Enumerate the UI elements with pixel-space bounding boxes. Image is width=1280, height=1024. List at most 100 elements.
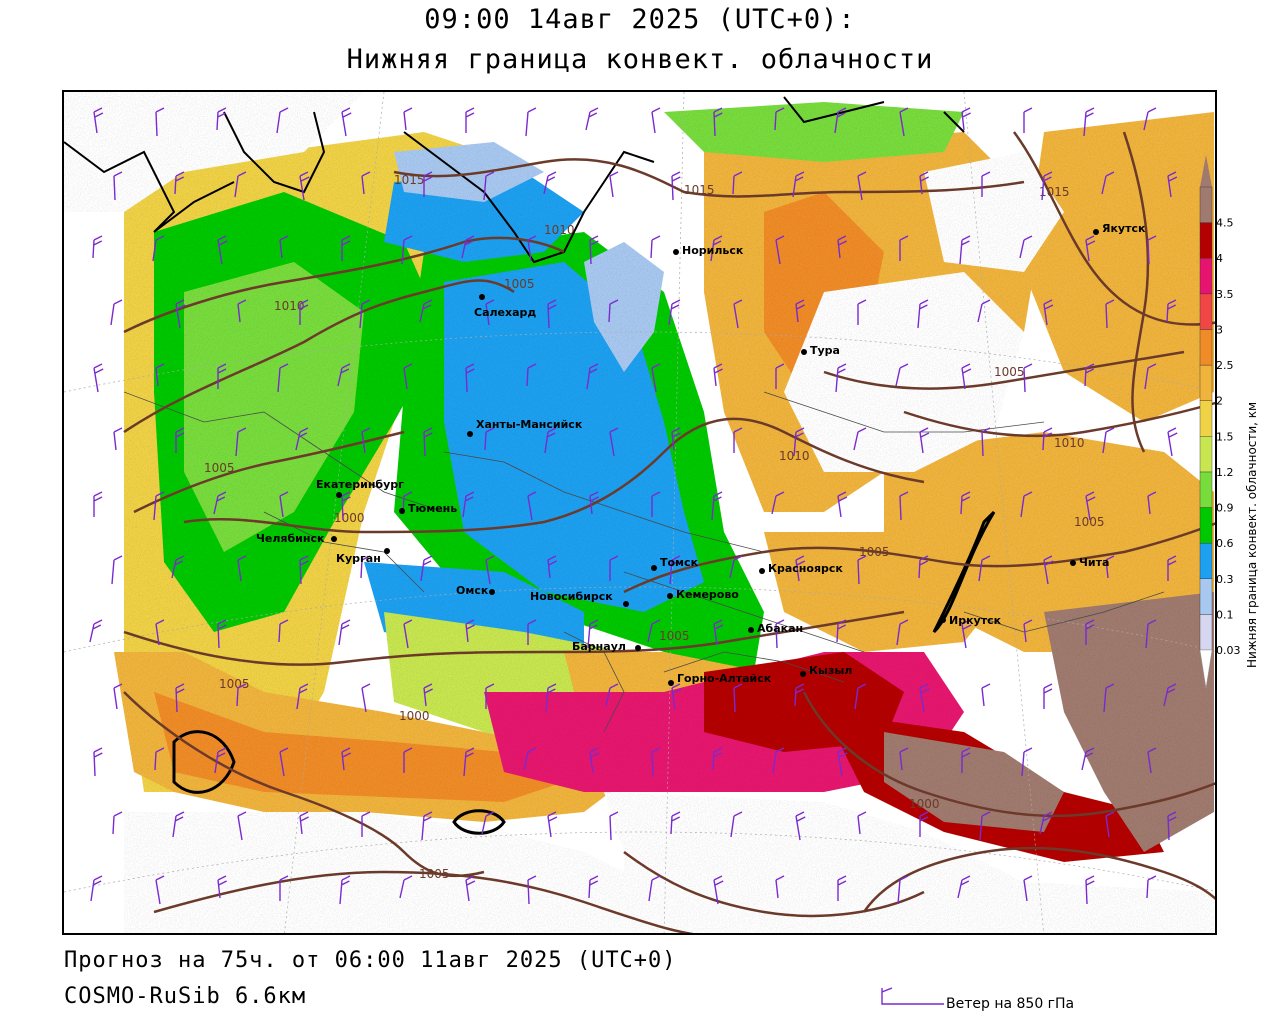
legend-colorbar xyxy=(1199,155,1213,689)
legend-swatch xyxy=(1199,542,1213,579)
wind-barb xyxy=(217,619,227,649)
wind-barb xyxy=(957,875,971,899)
wind-barb xyxy=(341,747,351,771)
svg-text:Омск: Омск xyxy=(456,584,489,597)
wind-barb xyxy=(155,363,165,387)
city-yakutsk: Якутск xyxy=(1093,222,1146,235)
legend-swatch xyxy=(1199,364,1213,401)
wind-legend: Ветер на 850 гПа xyxy=(878,986,1158,1016)
wind-barb xyxy=(1167,171,1178,198)
legend-arrow-top xyxy=(1200,155,1212,187)
isobar-label: 1010 xyxy=(544,223,575,237)
wind-barb xyxy=(1019,235,1033,259)
wind-barb xyxy=(961,747,971,773)
wind-barb xyxy=(523,747,537,771)
city-tura: Тура xyxy=(801,344,840,357)
wind-barb xyxy=(1020,491,1033,518)
wind-barb xyxy=(979,811,991,841)
city-novosibirsk: Новосибирск xyxy=(530,590,629,607)
wind-barb xyxy=(795,811,806,841)
wind-barb xyxy=(713,875,724,905)
wind-barb xyxy=(403,363,413,390)
wind-barb xyxy=(1083,107,1095,137)
wind-barb xyxy=(111,555,123,585)
wind-barb xyxy=(1147,747,1157,774)
wind-barb xyxy=(857,299,867,325)
wind-barb xyxy=(732,171,743,195)
city-khanty-mansiysk: Ханты-Мансийск xyxy=(467,418,583,437)
wind-barb xyxy=(93,491,103,517)
city-kemerovo: Кемерово xyxy=(667,588,739,601)
wind-barb xyxy=(155,875,165,905)
wind-barb xyxy=(547,555,557,579)
legend-swatch xyxy=(1199,614,1213,651)
wind-barb xyxy=(93,107,104,134)
city-omsk: Омск xyxy=(456,584,495,597)
wind-barb xyxy=(899,747,909,771)
model-name: COSMO-RuSib 6.6км xyxy=(64,984,307,1009)
wind-barb xyxy=(337,363,351,387)
wind-barb xyxy=(547,811,558,838)
svg-text:Кызыл: Кызыл xyxy=(809,664,852,677)
wind-barb xyxy=(837,875,847,901)
wind-barb xyxy=(296,683,309,710)
wind-barb xyxy=(895,363,909,387)
wind-barb xyxy=(671,683,682,710)
wind-barb xyxy=(214,747,227,774)
wind-barb xyxy=(647,619,661,643)
wind-barb xyxy=(897,875,909,905)
wind-barb xyxy=(978,555,991,582)
wind-barb xyxy=(733,683,743,713)
wind-barb xyxy=(1101,171,1115,195)
wind-barb xyxy=(793,427,805,457)
wind-barb xyxy=(729,555,743,579)
wind-barb xyxy=(217,235,228,265)
wind-barb xyxy=(733,299,743,329)
wind-barb xyxy=(90,875,103,902)
wind-barb xyxy=(279,875,289,901)
isobar-label: 1005 xyxy=(219,677,250,691)
wind-barb xyxy=(981,427,991,457)
wind-barb xyxy=(981,171,991,197)
wind-barb xyxy=(1039,811,1053,835)
wind-barb xyxy=(918,555,929,579)
wind-barb xyxy=(237,811,247,841)
forecast-map[interactable]: 1015 1010 1015 1005 1015 1005 1010 1010 … xyxy=(62,90,1217,935)
wind-barb xyxy=(237,299,247,323)
wind-barb xyxy=(399,875,413,899)
wind-barb xyxy=(775,235,785,265)
wind-barb xyxy=(113,171,123,201)
wind-barb xyxy=(93,363,104,393)
wind-barb xyxy=(1043,299,1054,326)
wind-barb xyxy=(919,427,930,454)
wind-barb xyxy=(1041,171,1053,201)
wind-barb xyxy=(1105,299,1115,329)
wind-barb xyxy=(586,363,599,390)
wind-barb xyxy=(545,683,557,713)
wind-barb xyxy=(113,427,123,451)
wind-legend-label: Ветер на 850 гПа xyxy=(946,996,1075,1012)
wind-barb xyxy=(1081,747,1095,771)
legend-value: 3 xyxy=(1216,323,1223,336)
legend-swatch xyxy=(1199,436,1213,473)
wind-barb xyxy=(171,555,185,579)
wind-barb xyxy=(1085,491,1096,521)
wind-barb xyxy=(1102,427,1115,454)
wind-barb xyxy=(527,491,537,521)
wind-barb xyxy=(361,683,371,713)
wind-barb xyxy=(403,107,413,131)
wind-barb xyxy=(89,619,103,643)
wind-barb xyxy=(837,747,848,777)
legend-value: 0.6 xyxy=(1216,537,1234,550)
wind-barb xyxy=(401,235,413,265)
legend-swatch xyxy=(1199,400,1213,437)
wind-barb xyxy=(651,107,661,134)
isobar-label: 1000 xyxy=(334,511,365,525)
legend-swatch xyxy=(1199,258,1213,295)
svg-text:Челябинск: Челябинск xyxy=(256,532,325,545)
wind-barb xyxy=(774,107,785,131)
wind-barb xyxy=(341,107,352,137)
legend-labels: 0.03 0.1 0.3 0.6 0.9 1.2 1.5 2 2.5 3 3.5 4 4.5 xyxy=(1216,217,1241,657)
wind-barb xyxy=(1105,555,1115,579)
wind-barb xyxy=(919,811,929,837)
